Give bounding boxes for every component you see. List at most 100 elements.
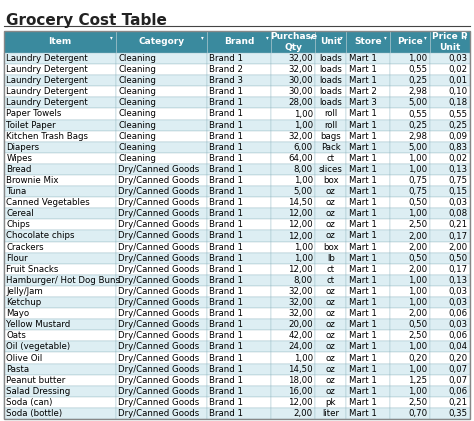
Bar — [430, 230, 470, 242]
Text: 0,21: 0,21 — [448, 221, 467, 229]
Bar — [272, 142, 316, 153]
Bar — [207, 208, 272, 219]
Bar — [207, 352, 272, 364]
Text: 1,00: 1,00 — [294, 242, 313, 252]
Text: Cereal: Cereal — [7, 209, 34, 218]
Bar — [272, 164, 316, 175]
Text: 1,00: 1,00 — [294, 354, 313, 362]
Bar — [390, 408, 430, 419]
Text: Flour: Flour — [7, 254, 28, 263]
Text: Dry/Canned Goods: Dry/Canned Goods — [118, 309, 200, 318]
Text: Paper Towels: Paper Towels — [7, 109, 62, 118]
Text: 2,00: 2,00 — [448, 242, 467, 252]
Bar — [316, 53, 346, 64]
Text: roll: roll — [324, 109, 337, 118]
Text: 0,55: 0,55 — [409, 65, 428, 74]
Bar — [4, 319, 116, 330]
Bar — [4, 286, 116, 297]
Text: 2,50: 2,50 — [409, 398, 428, 407]
Bar — [207, 164, 272, 175]
Bar — [207, 408, 272, 419]
Bar — [272, 286, 316, 297]
Text: loads: loads — [319, 87, 342, 96]
Text: 0,07: 0,07 — [448, 376, 467, 385]
Bar — [346, 131, 390, 142]
Text: Mart 1: Mart 1 — [348, 398, 376, 407]
Text: 24,00: 24,00 — [288, 342, 313, 352]
Bar — [390, 142, 430, 153]
Bar — [346, 364, 390, 375]
Bar — [390, 197, 430, 208]
Text: 0,35: 0,35 — [448, 409, 467, 418]
Text: Mart 1: Mart 1 — [348, 143, 376, 152]
Bar — [4, 297, 116, 308]
Bar — [346, 109, 390, 120]
Bar — [272, 341, 316, 352]
Bar — [207, 142, 272, 153]
Text: Mart 1: Mart 1 — [348, 387, 376, 396]
Bar — [272, 319, 316, 330]
Bar — [430, 75, 470, 86]
Bar — [346, 375, 390, 386]
Text: 0,04: 0,04 — [448, 342, 467, 352]
Text: Mart 1: Mart 1 — [348, 221, 376, 229]
Text: 0,03: 0,03 — [448, 287, 467, 296]
Text: Dry/Canned Goods: Dry/Canned Goods — [118, 398, 200, 407]
Bar — [390, 242, 430, 253]
Bar — [316, 120, 346, 131]
Bar — [316, 264, 346, 275]
Bar — [390, 186, 430, 197]
Text: 14,50: 14,50 — [288, 198, 313, 207]
Bar — [316, 75, 346, 86]
Text: Brand 2: Brand 2 — [209, 65, 243, 74]
Bar — [116, 386, 207, 397]
Bar — [346, 275, 390, 286]
Text: 32,00: 32,00 — [288, 54, 313, 63]
Bar — [272, 352, 316, 364]
Text: Oil (vegetable): Oil (vegetable) — [7, 342, 71, 352]
Text: Grocery Cost Table: Grocery Cost Table — [6, 13, 167, 28]
Text: bags: bags — [320, 132, 341, 141]
Bar — [272, 397, 316, 408]
Bar — [207, 319, 272, 330]
Text: Pack: Pack — [321, 143, 341, 152]
Text: 1,00: 1,00 — [409, 165, 428, 174]
Bar — [390, 31, 430, 53]
Text: Dry/Canned Goods: Dry/Canned Goods — [118, 265, 200, 274]
Text: loads: loads — [319, 99, 342, 107]
Text: Soda (bottle): Soda (bottle) — [7, 409, 63, 418]
Bar — [430, 197, 470, 208]
Bar — [390, 53, 430, 64]
Bar — [316, 31, 346, 53]
Bar — [390, 297, 430, 308]
Bar — [207, 97, 272, 109]
Bar — [207, 109, 272, 120]
Text: Dry/Canned Goods: Dry/Canned Goods — [118, 298, 200, 307]
Text: ▾: ▾ — [340, 35, 343, 40]
Bar — [4, 109, 116, 120]
Text: 2,00: 2,00 — [409, 232, 428, 240]
Text: 0,83: 0,83 — [448, 143, 467, 152]
Bar — [390, 352, 430, 364]
Bar — [116, 86, 207, 97]
Text: oz: oz — [326, 376, 336, 385]
Bar — [207, 86, 272, 97]
Bar — [272, 308, 316, 319]
Bar — [116, 364, 207, 375]
Bar — [346, 64, 390, 75]
Bar — [346, 197, 390, 208]
Text: 2,00: 2,00 — [409, 309, 428, 318]
Bar — [116, 164, 207, 175]
Text: Mart 1: Mart 1 — [348, 376, 376, 385]
Text: Laundry Detergent: Laundry Detergent — [7, 76, 88, 85]
Text: Mart 1: Mart 1 — [348, 254, 376, 263]
Text: 0,09: 0,09 — [448, 132, 467, 141]
Text: Brand 1: Brand 1 — [209, 242, 243, 252]
Text: Mart 1: Mart 1 — [348, 187, 376, 196]
Text: Dry/Canned Goods: Dry/Canned Goods — [118, 198, 200, 207]
Text: 0,75: 0,75 — [409, 176, 428, 185]
Text: Laundry Detergent: Laundry Detergent — [7, 87, 88, 96]
Bar — [116, 242, 207, 253]
Text: Brand 1: Brand 1 — [209, 398, 243, 407]
Bar — [346, 286, 390, 297]
